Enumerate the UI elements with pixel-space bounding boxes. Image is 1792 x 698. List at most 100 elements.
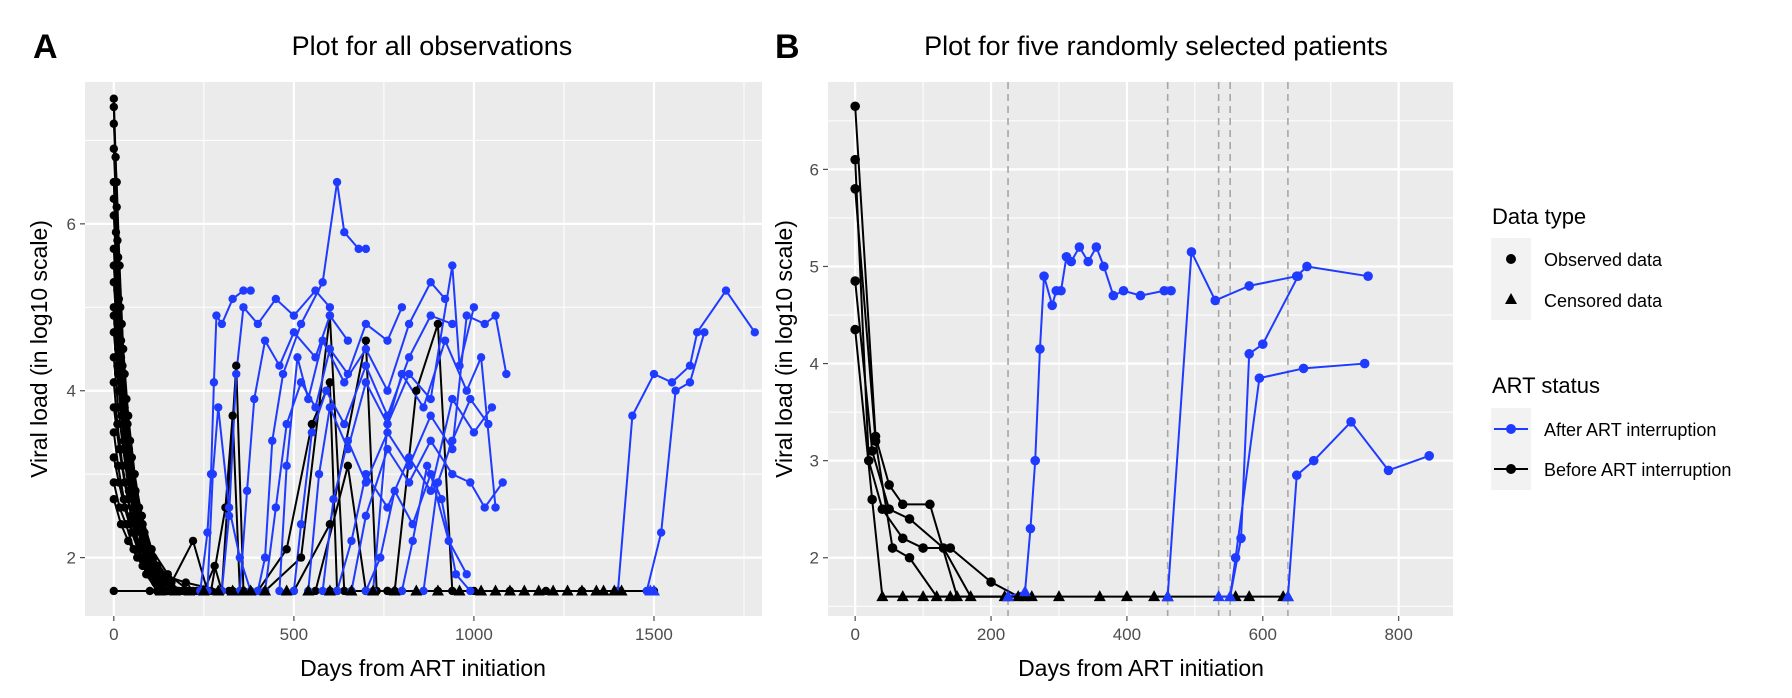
observed-point-after <box>448 261 457 270</box>
observed-point-before <box>541 586 551 596</box>
censored-point-before <box>930 590 943 602</box>
observed-point-before <box>124 486 134 496</box>
observed-point-before <box>850 101 860 112</box>
observed-point-after <box>685 378 695 387</box>
censored-point <box>367 584 380 596</box>
observed-point-after <box>721 286 731 295</box>
observed-point-before <box>120 478 129 487</box>
observed-point-after <box>271 503 281 512</box>
observed-point-after <box>314 469 324 479</box>
observed-point-after <box>1099 261 1109 272</box>
observed-point-before <box>112 177 121 187</box>
censored-point <box>615 584 628 596</box>
observed-point-after <box>340 378 349 387</box>
series-line-after <box>292 314 453 592</box>
observed-point-after <box>271 294 281 304</box>
panel-a-y-axis-title: Viral load (in log10 scale) <box>26 220 52 478</box>
observed-point-after <box>1108 290 1119 301</box>
observed-point-before <box>109 303 119 312</box>
observed-point-after <box>296 378 306 387</box>
observed-point-after <box>404 369 414 379</box>
observed-point-before <box>109 244 119 254</box>
observed-point-before <box>109 328 119 337</box>
censored-point <box>431 584 444 596</box>
observed-point-before <box>124 444 133 454</box>
observed-point-before <box>126 511 136 521</box>
observed-point-after <box>685 361 695 370</box>
observed-point-after <box>498 478 507 487</box>
panel-a-x-tick-label: 0 <box>109 625 118 644</box>
observed-point-before <box>111 152 120 162</box>
censored-point-before <box>917 590 930 602</box>
observed-point-after <box>311 353 320 362</box>
observed-point-before <box>109 194 119 204</box>
observed-point-before <box>109 586 119 596</box>
observed-point-after <box>325 403 335 412</box>
observed-point-before <box>138 561 147 571</box>
observed-point-after <box>397 369 407 379</box>
censored-point-after <box>1019 585 1032 597</box>
observed-point-before <box>850 184 860 194</box>
observed-point-after <box>466 478 475 487</box>
panel-b-y-axis-title: Viral load (in log10 scale) <box>771 220 797 478</box>
panel-b-letter: B <box>775 28 800 66</box>
observed-point-after <box>318 278 327 287</box>
censored-point <box>323 584 336 596</box>
observed-point-after <box>433 478 443 487</box>
observed-point-before <box>113 236 122 245</box>
censored-point-after <box>1281 590 1294 602</box>
observed-point-after <box>383 336 392 345</box>
legend-art-status-key-bg <box>1491 408 1531 490</box>
legend-art-status-title: ART status <box>1492 373 1600 398</box>
observed-point-before <box>124 536 133 546</box>
observed-point-before <box>925 499 935 510</box>
legend-before-art-label: Before ART interruption <box>1544 460 1731 480</box>
observed-point-after <box>1363 271 1373 281</box>
observed-point-before <box>325 520 335 529</box>
observed-point-after <box>491 311 500 320</box>
observed-point-after <box>1346 417 1356 427</box>
censored-point <box>302 584 315 596</box>
observed-point-before <box>121 428 130 437</box>
observed-point-after <box>289 311 299 320</box>
censored-point-before <box>944 590 957 602</box>
observed-point-after <box>440 294 450 304</box>
observed-point-before <box>119 394 129 404</box>
observed-point-after <box>361 244 371 254</box>
observed-point-before <box>131 486 140 496</box>
observed-point-before <box>116 353 126 362</box>
observed-point-before <box>904 514 915 524</box>
observed-point-before <box>142 545 152 554</box>
panel-a: A Plot for all observations 0 500 1000 1500… <box>26 28 762 681</box>
observed-point-after <box>250 394 259 404</box>
observed-point-after <box>491 503 500 512</box>
observed-point-after <box>469 303 479 312</box>
censored-point <box>575 584 588 596</box>
observed-point-before <box>120 369 129 379</box>
observed-point-before <box>113 319 122 329</box>
series-line-after <box>1286 420 1430 597</box>
observed-point-after <box>408 536 417 546</box>
panel-b-y-tick-label: 5 <box>810 257 819 276</box>
panel-a-title: Plot for all observations <box>292 31 573 61</box>
observed-point-after <box>1074 242 1085 252</box>
observed-point-after <box>239 286 248 295</box>
observed-point-after <box>208 469 218 479</box>
observed-point-after <box>426 394 435 404</box>
censored-point <box>597 584 610 596</box>
observed-point-before <box>125 469 134 479</box>
observed-point-before <box>113 369 123 379</box>
observed-point-after <box>1383 465 1394 476</box>
observed-point-after <box>296 520 306 529</box>
observed-point-after <box>1047 300 1057 311</box>
observed-point-before <box>124 411 133 420</box>
observed-point-after <box>347 536 356 546</box>
observed-point-before <box>109 144 119 153</box>
legend-observed-label: Observed data <box>1544 250 1663 270</box>
observed-point-before <box>877 504 888 514</box>
observed-point-after <box>404 461 414 471</box>
observed-point-before <box>112 202 121 212</box>
observed-point-after <box>246 286 255 295</box>
observed-point-after <box>426 311 435 320</box>
censored-point <box>183 584 196 596</box>
